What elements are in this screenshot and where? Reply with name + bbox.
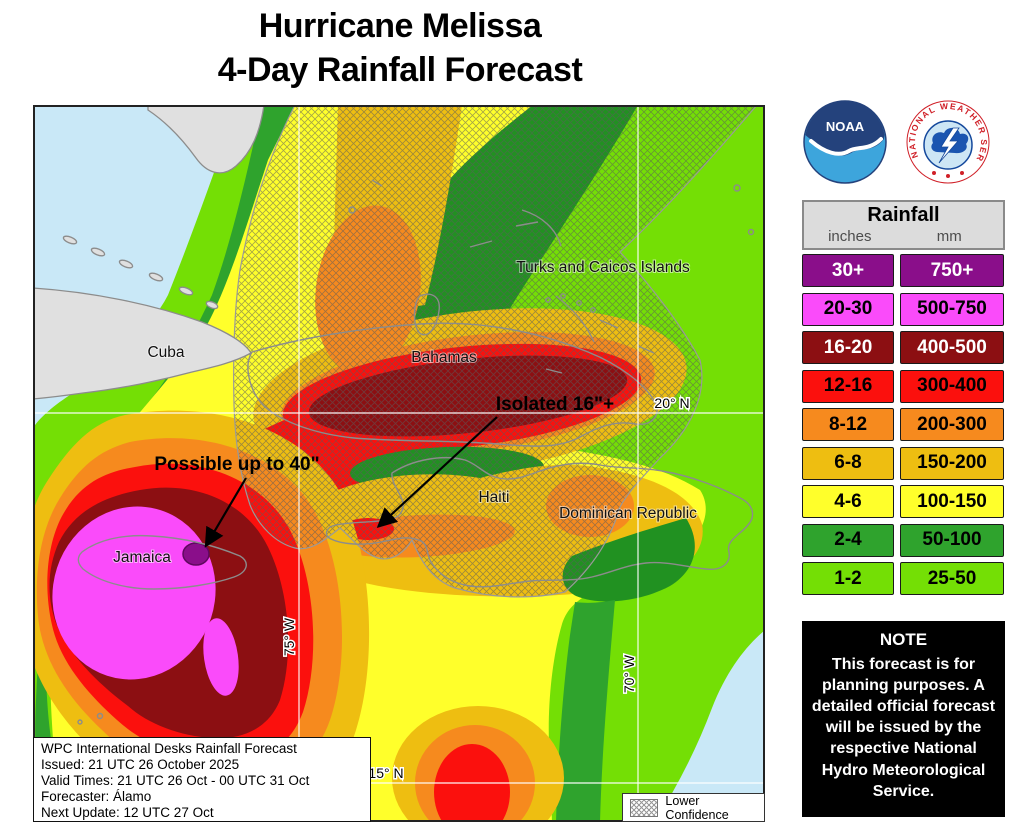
purple-30plus-maximum [182,542,210,566]
legend-row-8-12: 8-12 200-300 [802,408,1005,441]
noaa-logo-text: NOAA [826,119,865,134]
info-line-valid: Valid Times: 21 UTC 26 Oct - 00 UTC 31 O… [41,773,310,788]
jamaica-coastline [77,534,247,590]
florida-land [147,105,265,174]
info-line-product: WPC International Desks Rainfall Forecas… [41,741,297,756]
coastlines [77,179,755,725]
grid-label-70w: 70° W [621,654,637,693]
info-line-update: Next Update: 12 UTC 27 Oct [41,805,214,820]
label-dominican-republic: Dominican Republic [559,505,697,522]
annotation-arrows [204,416,498,548]
legend-row-4-6: 4-6 100-150 [802,485,1005,518]
legend-cell-mm-7: 50-100 [900,523,1004,557]
legend-cell-mm-4: 200-300 [900,408,1004,441]
legend-row-20-30: 20-30 500-750 [802,292,1005,326]
bahamas-islands [348,179,655,374]
legend-row-2-4: 2-4 50-100 [802,523,1005,557]
map-border [33,105,765,822]
page-title: Hurricane Melissa 4-Day Rainfall Forecas… [0,4,800,92]
legend-cell-mm-1: 500-750 [900,292,1004,326]
legend-rows: 30+ 750+ 20-30 500-750 16-20 400-500 12-16 300-… [802,254,1005,595]
legend-cell-in-7: 2-4 [802,523,894,557]
noaa-logo: NOAA [803,100,887,184]
hatch-swatch [630,798,659,817]
legend-cell-in-0: 30+ [802,254,894,287]
note-title: NOTE [879,630,928,649]
legend-unit-inches: inches [828,228,872,245]
lower-confidence-label: Lower Confidence [665,793,729,822]
info-line-forecaster: Forecaster: Álamo [41,789,152,804]
info-line-issued: Issued: 21 UTC 26 October 2025 [41,757,240,772]
cuba-coastline [247,322,658,447]
legend-row-12-16: 12-16 300-400 [802,369,1005,403]
lower-confidence-key: Lower Confidence [622,793,765,822]
legend-row-1-2: 1-2 25-50 [802,562,1005,595]
grid-label-75w: 75° W [281,617,297,656]
legend-row-6-8: 6-8 150-200 [802,446,1005,480]
legend-cell-in-8: 1-2 [802,562,894,595]
label-turks-caicos: Turks and Caicos Islands [516,259,690,276]
forecast-map: 75° W 70° W 20° N 15° N Cuba Bahamas Tur… [33,105,765,822]
note-body: This forecast is for planning purposes. … [811,656,996,800]
forecast-info-box: WPC International Desks Rainfall Forecas… [33,737,371,822]
cayman-islands [77,712,104,725]
rainfall-map-svg: 75° W 70° W 20° N 15° N Cuba Bahamas Tur… [33,105,765,822]
grid-label-15n: 15° N [368,765,403,781]
legend-cell-mm-8: 25-50 [900,562,1004,595]
legend-cell-mm-0: 750+ [900,254,1004,287]
legend-row-16-20: 16-20 400-500 [802,331,1005,364]
legend-cell-mm-5: 150-200 [900,446,1004,480]
legend-cell-in-2: 16-20 [802,331,894,364]
label-bahamas: Bahamas [411,349,477,366]
title-line-1: Hurricane Melissa [258,7,542,45]
lower-confidence-hatch [233,105,758,598]
rainfall-legend: Rainfall inches mm 30+ 750+ 20-30 500-750 16… [802,200,1005,601]
grid-label-20n: 20° N [654,395,689,411]
legend-cell-in-6: 4-6 [802,485,894,518]
legend-unit-mm: mm [936,228,962,245]
hispaniola-coastline [325,457,754,588]
label-cuba: Cuba [147,344,184,361]
legend-row-30+: 30+ 750+ [802,254,1005,287]
annotation-haiti-max: Isolated 16"+ [496,394,614,415]
legend-cell-in-3: 12-16 [802,369,894,403]
land-areas [33,105,265,400]
legend-cell-mm-6: 100-150 [900,485,1004,518]
rainfall-contours: 75° W 70° W 20° N 15° N Cuba Bahamas Tur… [33,105,765,822]
agency-logos: NOAA NATIONAL WEATHER SERVICE [791,87,1010,190]
label-jamaica: Jamaica [113,549,171,566]
label-haiti: Haiti [478,489,509,506]
note-box: NOTE This forecast is for planning purpo… [802,621,1005,817]
legend-cell-in-1: 20-30 [802,292,894,326]
title-line-2: 4-Day Rainfall Forecast [217,51,583,89]
legend-title: Rainfall [867,204,940,226]
legend-cell-in-4: 8-12 [802,408,894,441]
turks-caicos-islands [545,184,755,313]
annotation-jamaica-max: Possible up to 40" [154,454,319,475]
west-cuba-land [33,287,252,400]
legend-cell-in-5: 6-8 [802,446,894,480]
legend-cell-mm-3: 300-400 [900,369,1004,403]
legend-header: Rainfall inches mm [802,200,1005,250]
legend-cell-mm-2: 400-500 [900,331,1004,364]
